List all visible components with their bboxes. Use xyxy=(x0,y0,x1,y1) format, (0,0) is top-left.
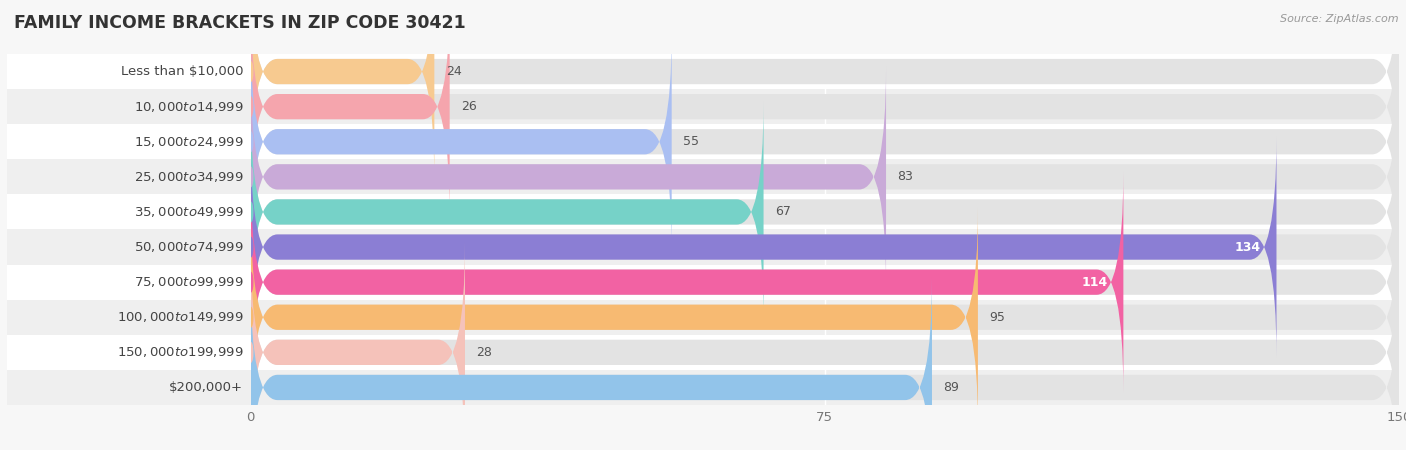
Circle shape xyxy=(249,62,253,81)
FancyBboxPatch shape xyxy=(7,335,250,370)
Circle shape xyxy=(249,202,253,222)
FancyBboxPatch shape xyxy=(250,0,434,182)
FancyBboxPatch shape xyxy=(7,54,250,89)
FancyBboxPatch shape xyxy=(250,0,1399,217)
Text: 134: 134 xyxy=(1234,241,1261,253)
FancyBboxPatch shape xyxy=(7,265,250,300)
Circle shape xyxy=(249,307,253,327)
FancyBboxPatch shape xyxy=(250,277,932,450)
FancyBboxPatch shape xyxy=(250,67,1399,287)
FancyBboxPatch shape xyxy=(250,370,1399,405)
Text: $75,000 to $99,999: $75,000 to $99,999 xyxy=(134,275,243,289)
FancyBboxPatch shape xyxy=(250,242,1399,450)
FancyBboxPatch shape xyxy=(7,124,250,159)
FancyBboxPatch shape xyxy=(250,277,1399,450)
Text: $25,000 to $34,999: $25,000 to $34,999 xyxy=(134,170,243,184)
Text: $100,000 to $149,999: $100,000 to $149,999 xyxy=(117,310,243,324)
FancyBboxPatch shape xyxy=(7,194,250,230)
Text: $10,000 to $14,999: $10,000 to $14,999 xyxy=(134,99,243,114)
Text: $15,000 to $24,999: $15,000 to $24,999 xyxy=(134,135,243,149)
FancyBboxPatch shape xyxy=(7,300,250,335)
FancyBboxPatch shape xyxy=(250,242,465,450)
Text: 95: 95 xyxy=(990,311,1005,324)
Text: 83: 83 xyxy=(897,171,914,183)
Text: Source: ZipAtlas.com: Source: ZipAtlas.com xyxy=(1281,14,1399,23)
Circle shape xyxy=(249,167,253,187)
Circle shape xyxy=(249,378,253,397)
FancyBboxPatch shape xyxy=(250,137,1277,357)
FancyBboxPatch shape xyxy=(250,300,1399,335)
Text: 89: 89 xyxy=(943,381,959,394)
FancyBboxPatch shape xyxy=(250,102,763,322)
FancyBboxPatch shape xyxy=(250,194,1399,230)
FancyBboxPatch shape xyxy=(7,230,250,265)
FancyBboxPatch shape xyxy=(250,89,1399,124)
Text: $35,000 to $49,999: $35,000 to $49,999 xyxy=(134,205,243,219)
Text: $150,000 to $199,999: $150,000 to $199,999 xyxy=(117,345,243,360)
FancyBboxPatch shape xyxy=(250,67,886,287)
FancyBboxPatch shape xyxy=(250,32,1399,252)
Text: 26: 26 xyxy=(461,100,477,113)
FancyBboxPatch shape xyxy=(250,265,1399,300)
FancyBboxPatch shape xyxy=(250,102,1399,322)
FancyBboxPatch shape xyxy=(250,335,1399,370)
FancyBboxPatch shape xyxy=(250,172,1123,392)
FancyBboxPatch shape xyxy=(250,124,1399,159)
Text: 55: 55 xyxy=(683,135,699,148)
FancyBboxPatch shape xyxy=(250,0,1399,182)
FancyBboxPatch shape xyxy=(7,370,250,405)
FancyBboxPatch shape xyxy=(250,172,1399,392)
Text: FAMILY INCOME BRACKETS IN ZIP CODE 30421: FAMILY INCOME BRACKETS IN ZIP CODE 30421 xyxy=(14,14,465,32)
Text: 114: 114 xyxy=(1081,276,1108,288)
FancyBboxPatch shape xyxy=(250,159,1399,194)
FancyBboxPatch shape xyxy=(7,89,250,124)
Circle shape xyxy=(249,272,253,292)
FancyBboxPatch shape xyxy=(250,230,1399,265)
FancyBboxPatch shape xyxy=(250,0,450,217)
FancyBboxPatch shape xyxy=(250,137,1399,357)
Text: 67: 67 xyxy=(775,206,792,218)
Circle shape xyxy=(249,237,253,257)
FancyBboxPatch shape xyxy=(250,32,672,252)
Text: $50,000 to $74,999: $50,000 to $74,999 xyxy=(134,240,243,254)
FancyBboxPatch shape xyxy=(7,159,250,194)
FancyBboxPatch shape xyxy=(250,207,1399,428)
FancyBboxPatch shape xyxy=(250,207,979,428)
Text: $200,000+: $200,000+ xyxy=(169,381,243,394)
Text: 24: 24 xyxy=(446,65,461,78)
Text: 28: 28 xyxy=(477,346,492,359)
FancyBboxPatch shape xyxy=(250,54,1399,89)
Circle shape xyxy=(249,97,253,117)
Text: Less than $10,000: Less than $10,000 xyxy=(121,65,243,78)
Circle shape xyxy=(249,342,253,362)
Circle shape xyxy=(249,132,253,152)
